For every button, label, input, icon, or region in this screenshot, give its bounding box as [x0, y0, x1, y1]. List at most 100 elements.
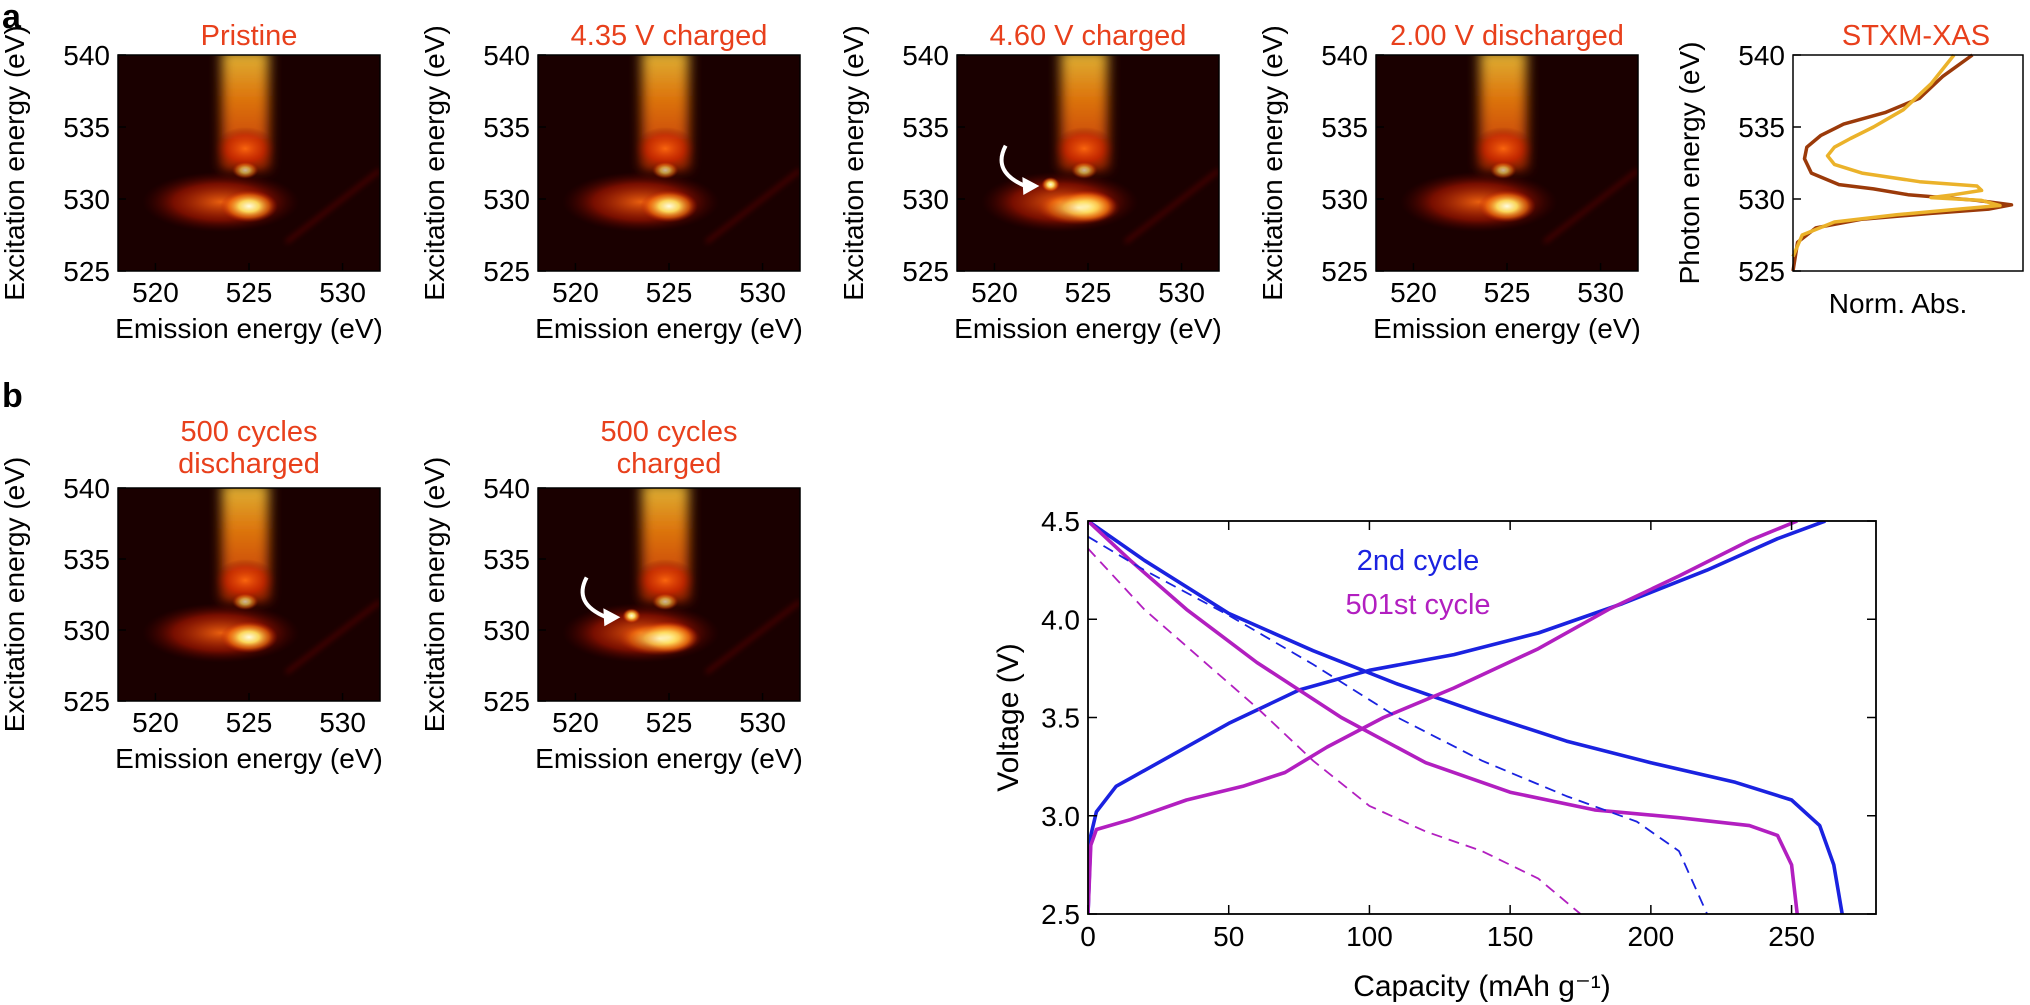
spot-532: [232, 593, 259, 611]
y-axis-label: Excitation energy (eV): [0, 457, 30, 732]
mid-band: [633, 127, 697, 171]
feature-531-spot: [1041, 177, 1060, 193]
arrow-shaft: [580, 576, 608, 620]
bright-spot-529: [220, 190, 278, 223]
series-2nd-cycle-charge: [1088, 521, 1826, 914]
y-tick-label: 540: [63, 40, 110, 71]
y-tick-label: 525: [63, 686, 110, 717]
y-tick-label: 530: [63, 615, 110, 646]
feature-531-spot: [622, 608, 641, 624]
rixs-map-image: [118, 55, 380, 271]
cap-y-axis-label: Voltage (V): [992, 643, 1025, 791]
y-tick-label: 540: [483, 40, 530, 71]
x-axis-label: Emission energy (eV): [954, 313, 1222, 344]
elastic-line: [285, 169, 380, 244]
map-title: 4.60 V charged: [990, 20, 1187, 52]
x-tick-label: 525: [226, 707, 273, 738]
y-tick-label: 530: [902, 184, 949, 215]
cap-x-tick-label: 0: [1080, 921, 1096, 952]
spot-532: [1490, 161, 1517, 179]
spot-532: [652, 593, 679, 611]
series-2nd-cycle-dashed: [1088, 535, 1708, 914]
y-tick-label: 540: [483, 473, 530, 504]
capacity-curves: [1088, 521, 1844, 914]
y-tick-label: 525: [902, 256, 949, 287]
y-tick-label: 530: [483, 184, 530, 215]
xas-series-dark: [1791, 53, 2014, 272]
rixs-maps: Pristine 525 530 535 540 520 525 530 Emission en…: [0, 20, 1641, 774]
y-tick-label: 525: [483, 256, 530, 287]
xas-y-tick-label: 530: [1738, 184, 1785, 215]
cap-y-tick-label: 4.5: [1041, 506, 1080, 537]
series-2nd-cycle-discharge: [1088, 521, 1844, 914]
stxm-xas-panel: STXM-XAS 525 530 535 540 Norm. Abs. Photon ene…: [1674, 20, 2024, 319]
xas-title: STXM-XAS: [1842, 20, 1990, 52]
panel-label-a: a: [2, 0, 22, 36]
y-tick-label: 525: [483, 686, 530, 717]
spot-532: [652, 161, 679, 179]
y-axis-label: Excitation energy (eV): [1257, 25, 1288, 300]
cap-x-tick-label: 100: [1346, 921, 1393, 952]
y-axis-label: Excitation energy (eV): [419, 25, 450, 300]
x-tick-label: 530: [319, 277, 366, 308]
y-tick-label: 525: [63, 256, 110, 287]
y-axis-label: Excitation energy (eV): [0, 25, 30, 300]
x-axis-label: Emission energy (eV): [535, 743, 803, 774]
x-tick-label: 530: [739, 707, 786, 738]
arrow-head: [1022, 177, 1040, 196]
x-tick-label: 530: [1158, 277, 1205, 308]
mid-band: [213, 559, 277, 602]
y-tick-label: 535: [63, 112, 110, 143]
mid-band: [1052, 127, 1116, 171]
y-tick-label: 535: [902, 112, 949, 143]
x-tick-label: 530: [739, 277, 786, 308]
x-axis-label: Emission energy (eV): [535, 313, 803, 344]
map-title: charged: [617, 448, 722, 480]
cap-x-axis-label: Capacity (mAh g⁻¹): [1353, 970, 1611, 1003]
spot-532: [1071, 161, 1098, 179]
x-tick-label: 520: [552, 707, 599, 738]
xas-frame: [1792, 54, 2024, 272]
y-tick-label: 530: [63, 184, 110, 215]
y-tick-label: 525: [1321, 256, 1368, 287]
y-tick-label: 535: [1321, 112, 1368, 143]
elastic-line: [705, 169, 800, 244]
x-axis-label: Emission energy (eV): [1373, 313, 1641, 344]
elastic-line: [705, 600, 800, 674]
elastic-line: [285, 600, 380, 674]
cap-x-tick-label: 250: [1768, 921, 1815, 952]
x-tick-label: 520: [552, 277, 599, 308]
xas-y-tick-label: 540: [1738, 40, 1785, 71]
x-axis-label: Emission energy (eV): [115, 743, 383, 774]
legend-entry: 2nd cycle: [1357, 545, 1480, 577]
x-tick-label: 525: [646, 707, 693, 738]
y-tick-label: 535: [63, 544, 110, 575]
rixs-map-image: [118, 488, 380, 701]
cap-y-tick-label: 3.5: [1041, 703, 1080, 734]
map-title: 500 cycles: [180, 416, 317, 448]
xas-series-light: [1791, 53, 2002, 258]
bright-spot-529: [1478, 190, 1536, 223]
x-tick-label: 520: [1390, 277, 1437, 308]
mid-band: [633, 559, 697, 602]
y-tick-label: 535: [483, 544, 530, 575]
arrow-shaft: [999, 144, 1027, 188]
cap-x-tick-label: 150: [1487, 921, 1534, 952]
map-title: 2.00 V discharged: [1390, 20, 1624, 52]
series-501st-cycle-dashed: [1088, 547, 1582, 914]
x-tick-label: 525: [646, 277, 693, 308]
xas-x-axis-label: Norm. Abs.: [1829, 288, 1967, 319]
y-axis-label: Excitation energy (eV): [838, 25, 869, 300]
legend-entry: 501st cycle: [1345, 589, 1490, 621]
feature-arrow: [580, 576, 621, 627]
enhanced-band: [617, 621, 702, 656]
y-tick-label: 535: [483, 112, 530, 143]
cap-x-tick-label: 200: [1627, 921, 1674, 952]
rixs-map-v435: 4.35 V charged 525 530 535 540 520 525 530 Emiss…: [419, 20, 803, 344]
x-tick-label: 525: [1065, 277, 1112, 308]
enhanced-band: [1036, 190, 1121, 225]
rixs-map-v460: 4.60 V charged 525 530 535 540 520 525 530 Emiss…: [838, 20, 1222, 344]
x-tick-label: 520: [971, 277, 1018, 308]
